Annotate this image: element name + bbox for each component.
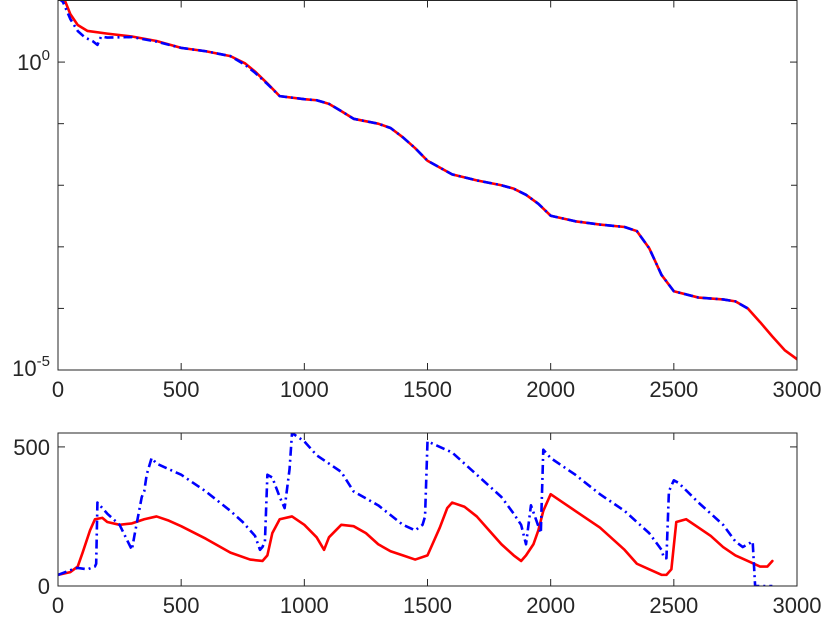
bottom-y-tick-label: 500 [13,435,50,460]
bottom-x-tick-label: 2500 [649,593,698,618]
top-series-group [59,0,797,361]
bottom-series-line-blue-dashdot [58,433,773,586]
top-x-tick-label: 2000 [526,377,575,402]
top-chart-panel: 0 500 1000 1500 2000 2500 3000 10-5 100 [12,0,821,402]
top-y-tick-label: 10-5 [12,353,50,381]
bottom-x-tick-label: 2000 [526,593,575,618]
top-x-tick-label: 1000 [280,377,329,402]
bottom-x-tick-label: 3000 [773,593,822,618]
top-x-tick-label: 0 [52,377,64,402]
bottom-x-tick-label: 0 [52,593,64,618]
top-ticks-group: 0 500 1000 1500 2000 2500 3000 10-5 100 [12,0,822,402]
top-x-tick-label: 500 [163,377,200,402]
top-series-line-red-solid [63,0,797,361]
top-x-tick-label: 1500 [403,377,452,402]
top-plot-area [58,0,797,370]
bottom-x-tick-label: 1000 [280,593,329,618]
top-x-tick-label: 3000 [773,377,822,402]
bottom-series-group [58,433,774,586]
top-x-tick-label: 2500 [649,377,698,402]
top-series-line-blue-dashdot [59,0,749,310]
bottom-y-tick-label: 0 [38,574,50,599]
top-y-tick-label: 100 [17,47,50,75]
bottom-plot-area [58,433,797,586]
bottom-x-tick-label: 500 [163,593,200,618]
bottom-x-tick-label: 1500 [403,593,452,618]
bottom-chart-panel: 0 500 1000 1500 2000 2500 3000 0 500 [13,432,821,618]
bottom-ticks-group: 0 500 1000 1500 2000 2500 3000 0 500 [13,433,821,618]
bottom-series-line-red-solid [58,492,774,577]
